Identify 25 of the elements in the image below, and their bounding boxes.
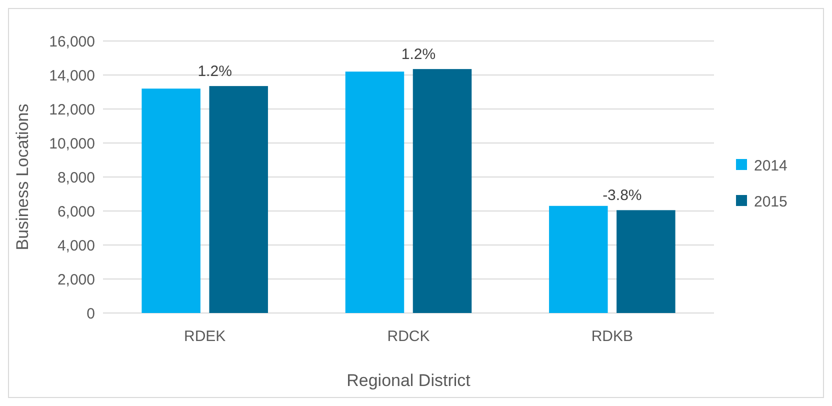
annotation: -3.8% [602, 187, 642, 204]
bar [142, 88, 200, 313]
bar [616, 210, 676, 313]
x-tick-label: RDCK [387, 328, 430, 345]
y-tick-label: 0 [86, 305, 95, 322]
y-axis-title: Business Locations [13, 104, 32, 250]
y-tick-label: 12,000 [49, 101, 95, 118]
y-tick-label: 8,000 [57, 169, 95, 186]
y-tick-label: 14,000 [49, 67, 95, 84]
legend-label: 2015 [754, 193, 788, 210]
x-tick-label: RDKB [591, 328, 634, 345]
bar [412, 69, 472, 313]
y-tick-label: 2,000 [57, 271, 95, 288]
legend-label: 2014 [754, 157, 788, 174]
x-axis-title: Regional District [346, 371, 471, 390]
bar [345, 72, 404, 313]
bar [549, 206, 608, 313]
y-tick-label: 4,000 [57, 237, 95, 254]
y-tick-label: 6,000 [57, 203, 95, 220]
bar [209, 86, 268, 313]
x-tick-label: RDEK [184, 328, 226, 345]
annotation: 1.2% [401, 46, 436, 64]
y-tick-label: 16,000 [49, 33, 95, 50]
annotation: 1.2% [198, 63, 232, 80]
y-tick-label: 10,000 [49, 135, 95, 152]
